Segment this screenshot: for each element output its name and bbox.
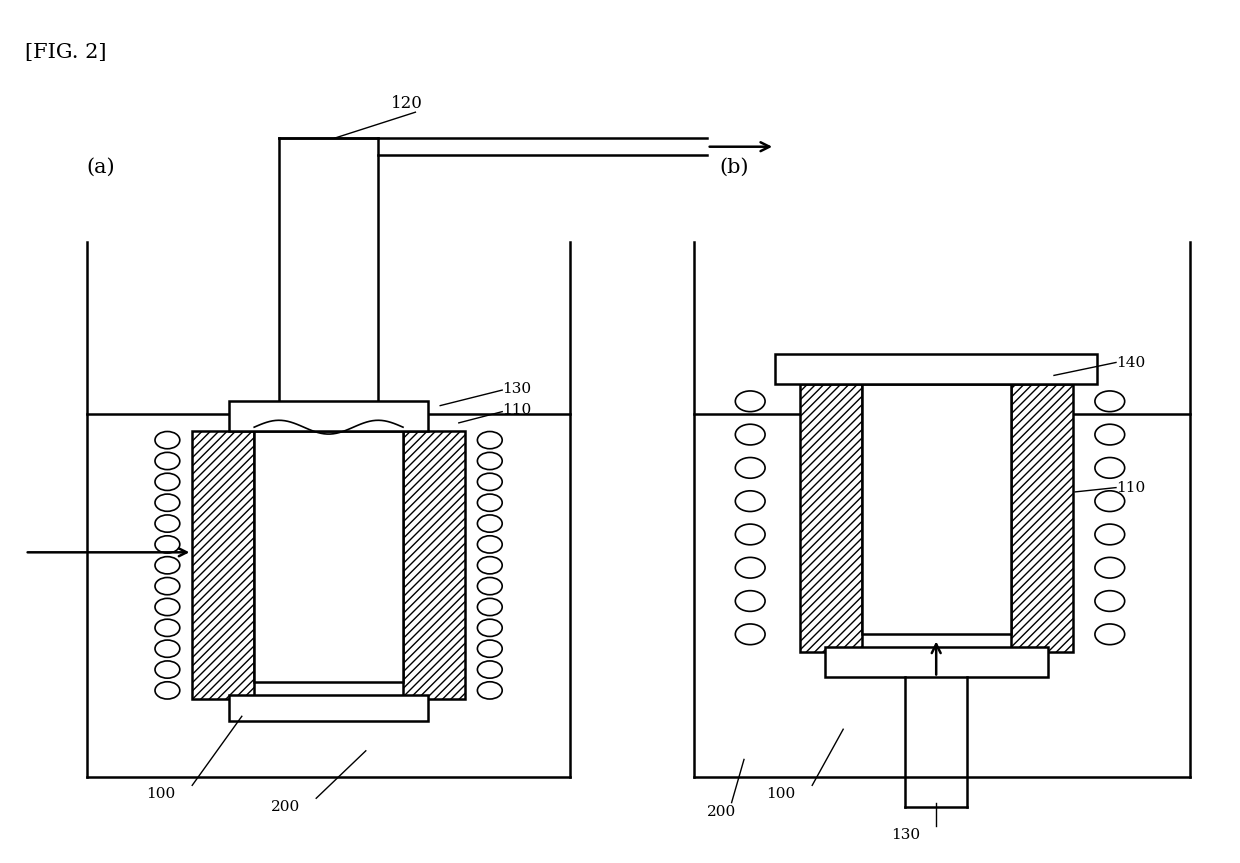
Text: 140: 140 bbox=[1116, 356, 1146, 369]
Bar bbox=[825, 647, 1048, 677]
Bar bbox=[192, 432, 254, 699]
Text: [FIG. 2]: [FIG. 2] bbox=[25, 43, 107, 62]
Text: (a): (a) bbox=[87, 158, 115, 177]
Bar bbox=[254, 432, 403, 682]
Bar bbox=[862, 384, 1011, 634]
Text: 120: 120 bbox=[391, 95, 423, 112]
Text: 200: 200 bbox=[270, 800, 300, 814]
Text: 110: 110 bbox=[502, 403, 532, 417]
Text: 130: 130 bbox=[502, 381, 531, 395]
Text: 130: 130 bbox=[890, 828, 920, 841]
Bar bbox=[1011, 384, 1073, 652]
Bar bbox=[800, 384, 862, 652]
Text: 100: 100 bbox=[146, 787, 176, 801]
Bar bbox=[775, 354, 1097, 384]
Text: 200: 200 bbox=[707, 804, 737, 818]
Bar bbox=[403, 432, 465, 699]
Text: 110: 110 bbox=[1116, 481, 1146, 494]
Bar bbox=[229, 401, 428, 432]
Text: (b): (b) bbox=[719, 158, 749, 177]
Text: 100: 100 bbox=[766, 787, 796, 801]
Bar bbox=[229, 695, 428, 721]
